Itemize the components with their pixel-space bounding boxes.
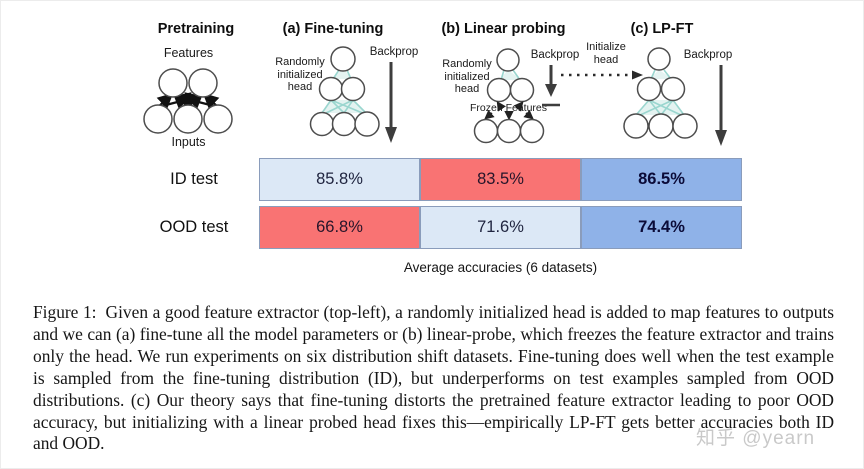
cell-id-lp-ft: 86.5% [581, 158, 742, 201]
cell-ood-lp-ft: 74.4% [581, 206, 742, 249]
linear-probing-network-diagram [473, 48, 545, 144]
results-table: ID test 85.8% 83.5% 86.5% OOD test 66.8%… [129, 158, 742, 297]
figure-caption-label: Figure 1: [33, 302, 97, 322]
backprop-label-b: Backprop [530, 49, 580, 61]
lp-ft-network-diagram [623, 47, 698, 139]
pretraining-title: Pretraining [157, 21, 235, 37]
row-label-ood-test: OOD test [159, 218, 229, 236]
row-label-id-test: ID test [170, 170, 218, 188]
cell-ood-fine-tuning: 66.8% [259, 206, 420, 249]
cell-id-fine-tuning: 85.8% [259, 158, 420, 201]
backprop-stopped-arrow-icon [542, 65, 560, 107]
initialize-head-connector: Initialize head [561, 41, 645, 86]
backprop-arrow-icon-c [715, 65, 727, 146]
cell-ood-linear-probing: 71.6% [420, 206, 581, 249]
features-label: Features [163, 46, 214, 60]
cell-id-linear-probing: 83.5% [420, 158, 581, 201]
fine-tuning-title: (a) Fine-tuning [282, 21, 384, 37]
lp-ft-title: (c) LP-FT [630, 21, 694, 37]
initialize-head-label: Initialize head [586, 41, 626, 66]
fine-tuning-network-diagram [309, 46, 380, 137]
inputs-label: Inputs [171, 135, 206, 149]
panel-linear-probing: (b) Linear probing Randomly initialized … [431, 16, 581, 151]
linear-probing-title: (b) Linear probing [441, 21, 566, 37]
randomly-initialized-head-label-b: Randomly initialized head [442, 58, 492, 95]
backprop-arrow-icon-a [385, 62, 397, 143]
dotted-arrow-icon [561, 70, 643, 80]
pretraining-network-diagram [143, 68, 233, 134]
frozen-features-label: Frozen Features [469, 102, 548, 114]
panel-pretraining: Pretraining Features Inputs [131, 16, 261, 151]
backprop-label-c: Backprop [683, 49, 733, 61]
panel-fine-tuning: (a) Fine-tuning Randomly initialized hea… [263, 16, 431, 151]
backprop-label-a: Backprop [369, 46, 419, 58]
figure-caption: Figure 1: Given a good feature extractor … [33, 302, 834, 455]
figure-caption-text: Given a good feature extractor (top-left… [33, 302, 834, 454]
panel-lp-ft: (c) LP-FT Backprop [601, 16, 765, 151]
table-caption: Average accuracies (6 datasets) [403, 260, 598, 275]
randomly-initialized-head-label: Randomly initialized head [275, 56, 325, 93]
